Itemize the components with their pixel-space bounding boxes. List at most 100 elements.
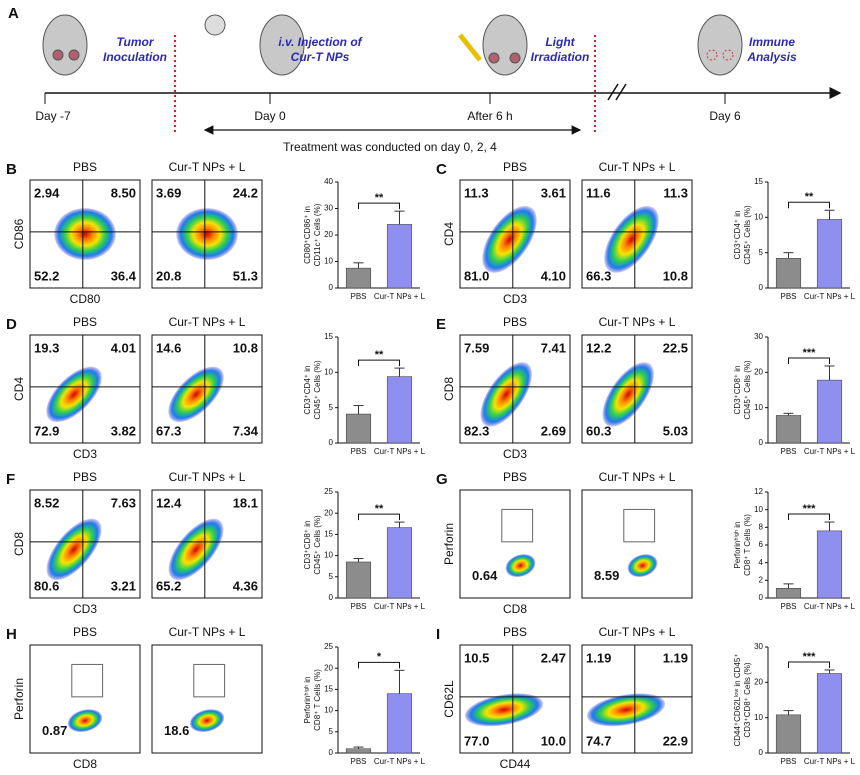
y-tick-label: 5: [329, 403, 334, 412]
y-tick-label: 15: [324, 332, 333, 341]
error-bar: [824, 669, 835, 674]
y-axis-label: CD45⁺ Cells (%): [743, 205, 752, 265]
quadrant-value: 3.82: [111, 423, 136, 438]
day-label: Day 0: [254, 109, 286, 123]
quadrant-value: 20.8: [156, 268, 181, 283]
y-tick-label: 30: [754, 642, 763, 651]
significance-bracket: [788, 661, 830, 668]
plot-frame: [151, 644, 263, 754]
bar: [775, 588, 802, 599]
quadrant-value: 81.0: [464, 268, 489, 283]
y-tick-label: 15: [754, 177, 763, 186]
quadrant-value: 60.3: [586, 423, 611, 438]
panel-letter: B: [6, 161, 17, 178]
gate-box: [193, 663, 226, 698]
significance-bracket: [358, 202, 400, 210]
plot-title: Cur-T NPs + L: [599, 315, 676, 329]
treatment-label: Treatment was conducted on day 0, 2, 4: [283, 140, 497, 154]
y-tick-label: 10: [754, 713, 763, 722]
quadrant-value: 4.36: [233, 578, 258, 593]
bar: [816, 530, 843, 599]
quadrant-value: 11.6: [586, 185, 611, 200]
y-axis-label: CD3⁺CD8⁺ Cells (%): [743, 662, 752, 737]
error-bar: [824, 365, 835, 381]
quadrant-value: 65.2: [156, 578, 181, 593]
quadrant-value: 2.69: [541, 423, 566, 438]
quadrant-value: 11.3: [464, 185, 489, 200]
x-tick-label: PBS: [350, 447, 366, 456]
quadrant-value: 19.3: [34, 340, 59, 355]
y-tick-label: 5: [329, 727, 334, 736]
x-axis-label: CD8: [503, 602, 527, 616]
plot-frame: [29, 644, 141, 754]
x-axis-label: CD3: [73, 602, 97, 616]
quadrant-value: 2.94: [34, 185, 60, 200]
error-bar: [353, 558, 364, 562]
plot-title: Cur-T NPs + L: [169, 625, 246, 639]
y-axis-label: CD11c⁺ Cells (%): [313, 203, 322, 266]
bar: [386, 376, 413, 444]
y-axis-label: CD45⁺ Cells (%): [743, 360, 752, 420]
significance-bracket: [358, 513, 400, 521]
error-bar: [783, 412, 794, 416]
significance: ***: [803, 347, 817, 359]
plot-frame: [581, 489, 693, 599]
bar: [345, 561, 372, 599]
x-tick-label: PBS: [780, 447, 796, 456]
y-axis-label: CD4: [442, 222, 456, 246]
quadrant-value: 11.3: [663, 185, 688, 200]
x-tick-label: Cur-T NPs + L: [804, 447, 856, 456]
plot-frame: [581, 334, 693, 444]
plot-title: Cur-T NPs + L: [599, 160, 676, 174]
y-tick-label: 0: [759, 283, 764, 292]
x-tick-label: PBS: [780, 757, 796, 766]
y-tick-label: 8: [759, 522, 764, 531]
significance-bracket: [788, 201, 830, 209]
plot-title: PBS: [503, 315, 527, 329]
bar: [775, 714, 802, 754]
quadrant-value: 5.03: [663, 423, 688, 438]
y-tick-label: 10: [754, 505, 763, 514]
plot-title: PBS: [503, 470, 527, 484]
y-axis-label: CD8: [442, 377, 456, 401]
panel-letter: H: [6, 626, 17, 643]
gate-box: [501, 508, 534, 543]
density: [168, 518, 224, 581]
significance-bracket: [788, 357, 830, 364]
gate-value: 0.64: [472, 568, 498, 583]
event-label: Immune Analysis: [746, 35, 797, 64]
quadrant-value: 7.63: [111, 495, 136, 510]
quadrant-value: 18.1: [233, 495, 258, 510]
quadrant-value: 4.10: [541, 268, 566, 283]
quadrant-value: 12.4: [156, 495, 182, 510]
density: [480, 362, 532, 427]
density: [604, 205, 659, 273]
quadrant-value: 82.3: [464, 423, 489, 438]
quadrant-value: 72.9: [34, 423, 59, 438]
mice: [42, 14, 743, 76]
significance: **: [805, 191, 814, 203]
x-tick-label: Cur-T NPs + L: [804, 757, 856, 766]
y-axis-label: CD62L: [442, 680, 456, 718]
y-axis-label: CD3⁺CD4⁺ in: [733, 211, 742, 260]
significance: **: [375, 349, 384, 361]
y-tick-label: 20: [754, 367, 763, 376]
x-tick-label: Cur-T NPs + L: [374, 447, 426, 456]
bar: [345, 748, 372, 754]
error-bar: [783, 710, 794, 715]
y-axis-label: Perforinʰⁱᵍʰ in: [303, 676, 312, 723]
significance: **: [375, 192, 384, 204]
density: [505, 554, 536, 578]
quadrant-value: 52.2: [34, 268, 59, 283]
density: [168, 366, 224, 423]
plot-title: PBS: [503, 160, 527, 174]
y-axis-label: CD3⁺CD8⁺ in: [303, 521, 312, 570]
y-tick-label: 20: [754, 677, 763, 686]
axis-break: [607, 83, 619, 101]
y-tick-label: 10: [324, 367, 333, 376]
y-tick-label: 0: [759, 593, 764, 602]
significance: *: [377, 651, 382, 663]
y-axis-label: CD45⁺ Cells (%): [313, 360, 322, 420]
bar: [345, 413, 372, 444]
